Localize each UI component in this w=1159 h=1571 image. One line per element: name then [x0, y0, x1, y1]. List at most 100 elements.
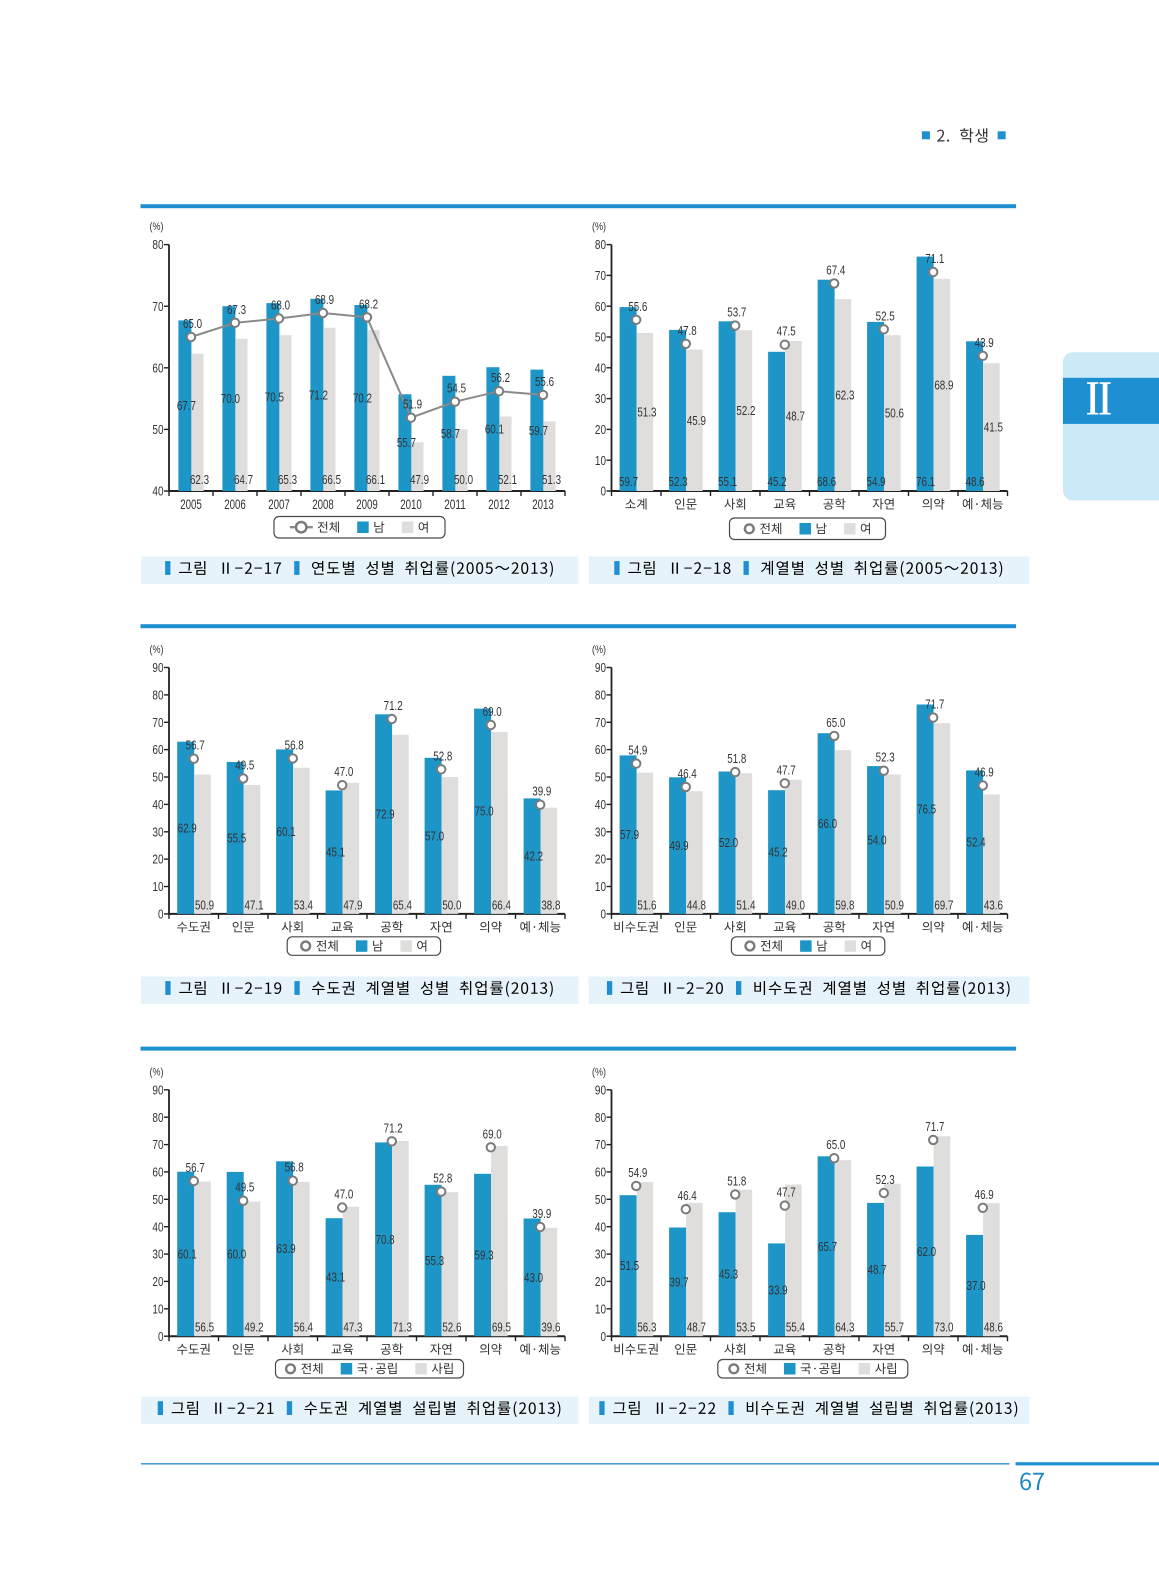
svg-text:60.1: 60.1 [178, 1247, 197, 1261]
svg-text:47.3: 47.3 [343, 1321, 362, 1335]
svg-text:76.5: 76.5 [917, 803, 936, 817]
svg-text:48.7: 48.7 [868, 1263, 887, 1277]
svg-text:90: 90 [152, 661, 163, 675]
svg-text:37.0: 37.0 [967, 1279, 986, 1293]
svg-text:55.4: 55.4 [786, 1321, 805, 1335]
svg-text:55.7: 55.7 [397, 436, 416, 450]
svg-text:65.7: 65.7 [818, 1240, 837, 1254]
svg-text:71.2: 71.2 [384, 1121, 403, 1135]
svg-text:(%): (%) [150, 1066, 164, 1078]
svg-text:90: 90 [595, 661, 606, 675]
svg-text:(%): (%) [592, 221, 606, 233]
svg-text:51.5: 51.5 [620, 1259, 639, 1273]
svg-text:(%): (%) [150, 644, 164, 656]
svg-text:66.1: 66.1 [366, 473, 385, 487]
svg-text:50: 50 [152, 1193, 163, 1207]
svg-text:70: 70 [152, 300, 163, 314]
svg-text:47.7: 47.7 [777, 763, 796, 777]
svg-text:45.2: 45.2 [768, 475, 787, 489]
svg-text:60: 60 [595, 743, 606, 757]
svg-text:33.9: 33.9 [769, 1283, 788, 1297]
svg-text:45.3: 45.3 [719, 1268, 738, 1282]
svg-text:90: 90 [595, 1083, 606, 1097]
svg-text:30: 30 [152, 825, 163, 839]
svg-text:64.3: 64.3 [835, 1321, 854, 1335]
svg-text:51.8: 51.8 [727, 1174, 746, 1188]
svg-text:67.4: 67.4 [826, 263, 845, 277]
svg-text:76.1: 76.1 [916, 475, 935, 489]
svg-text:53.7: 53.7 [727, 306, 746, 320]
svg-text:20: 20 [595, 853, 606, 867]
svg-text:60: 60 [595, 1166, 606, 1180]
svg-text:55.5: 55.5 [227, 831, 246, 845]
svg-text:43.9: 43.9 [975, 336, 994, 350]
svg-text:50.0: 50.0 [442, 898, 461, 912]
svg-text:56.8: 56.8 [285, 738, 304, 752]
svg-text:50.9: 50.9 [885, 898, 904, 912]
svg-text:52.0: 52.0 [719, 836, 738, 850]
svg-text:2008: 2008 [312, 497, 334, 512]
svg-text:71.1: 71.1 [925, 252, 944, 266]
svg-text:68.9: 68.9 [934, 378, 953, 392]
svg-text:49.5: 49.5 [235, 758, 254, 772]
svg-text:54.9: 54.9 [867, 475, 886, 489]
svg-text:40: 40 [595, 1220, 606, 1234]
svg-text:65.0: 65.0 [826, 1138, 845, 1152]
svg-text:57.0: 57.0 [425, 829, 444, 843]
svg-text:56.2: 56.2 [491, 371, 510, 385]
svg-text:10: 10 [595, 880, 606, 894]
svg-text:47.9: 47.9 [343, 898, 362, 912]
svg-text:40: 40 [152, 1220, 163, 1234]
svg-text:62.3: 62.3 [835, 389, 854, 403]
svg-text:43.6: 43.6 [984, 898, 1003, 912]
svg-text:0: 0 [601, 908, 607, 922]
svg-text:49.0: 49.0 [786, 898, 805, 912]
svg-text:2013: 2013 [532, 497, 554, 512]
svg-text:51.4: 51.4 [736, 898, 755, 912]
svg-text:69.7: 69.7 [934, 898, 953, 912]
svg-text:50: 50 [595, 771, 606, 785]
svg-text:52.8: 52.8 [433, 749, 452, 763]
svg-text:45.9: 45.9 [687, 414, 706, 428]
svg-text:80: 80 [152, 238, 163, 252]
svg-text:67.3: 67.3 [227, 303, 246, 317]
svg-text:69.0: 69.0 [483, 705, 502, 719]
svg-text:0: 0 [158, 1330, 164, 1344]
svg-text:70: 70 [595, 269, 606, 283]
svg-text:46.9: 46.9 [975, 766, 994, 780]
svg-text:52.8: 52.8 [433, 1172, 452, 1186]
svg-text:54.0: 54.0 [868, 834, 887, 848]
svg-text:20: 20 [152, 1275, 163, 1289]
svg-text:47.7: 47.7 [777, 1186, 796, 1200]
svg-text:10: 10 [152, 880, 163, 894]
svg-text:52.2: 52.2 [736, 404, 755, 418]
svg-text:66.0: 66.0 [818, 817, 837, 831]
svg-text:71.3: 71.3 [393, 1321, 412, 1335]
svg-text:52.6: 52.6 [442, 1321, 461, 1335]
svg-text:64.7: 64.7 [234, 473, 253, 487]
svg-text:71.2: 71.2 [309, 388, 328, 402]
svg-text:60: 60 [595, 300, 606, 314]
svg-text:59.7: 59.7 [619, 475, 638, 489]
svg-text:53.4: 53.4 [294, 898, 313, 912]
svg-text:56.8: 56.8 [285, 1161, 304, 1175]
svg-text:66.4: 66.4 [492, 898, 511, 912]
svg-text:20: 20 [595, 1275, 606, 1289]
svg-text:50: 50 [595, 331, 606, 345]
svg-text:65.0: 65.0 [183, 317, 202, 331]
svg-text:10: 10 [595, 454, 606, 468]
svg-text:50.9: 50.9 [195, 898, 214, 912]
svg-text:47.0: 47.0 [334, 1188, 353, 1202]
svg-text:67.7: 67.7 [177, 399, 196, 413]
svg-text:62.9: 62.9 [178, 821, 197, 835]
svg-text:2012: 2012 [488, 497, 510, 512]
svg-text:71.2: 71.2 [384, 699, 403, 713]
svg-text:47.9: 47.9 [410, 473, 429, 487]
svg-text:66.5: 66.5 [322, 473, 341, 487]
svg-text:49.2: 49.2 [244, 1321, 263, 1335]
svg-text:20: 20 [595, 423, 606, 437]
svg-text:51.6: 51.6 [637, 898, 656, 912]
svg-text:38.8: 38.8 [541, 898, 560, 912]
svg-text:44.8: 44.8 [687, 898, 706, 912]
svg-text:59.3: 59.3 [475, 1249, 494, 1263]
